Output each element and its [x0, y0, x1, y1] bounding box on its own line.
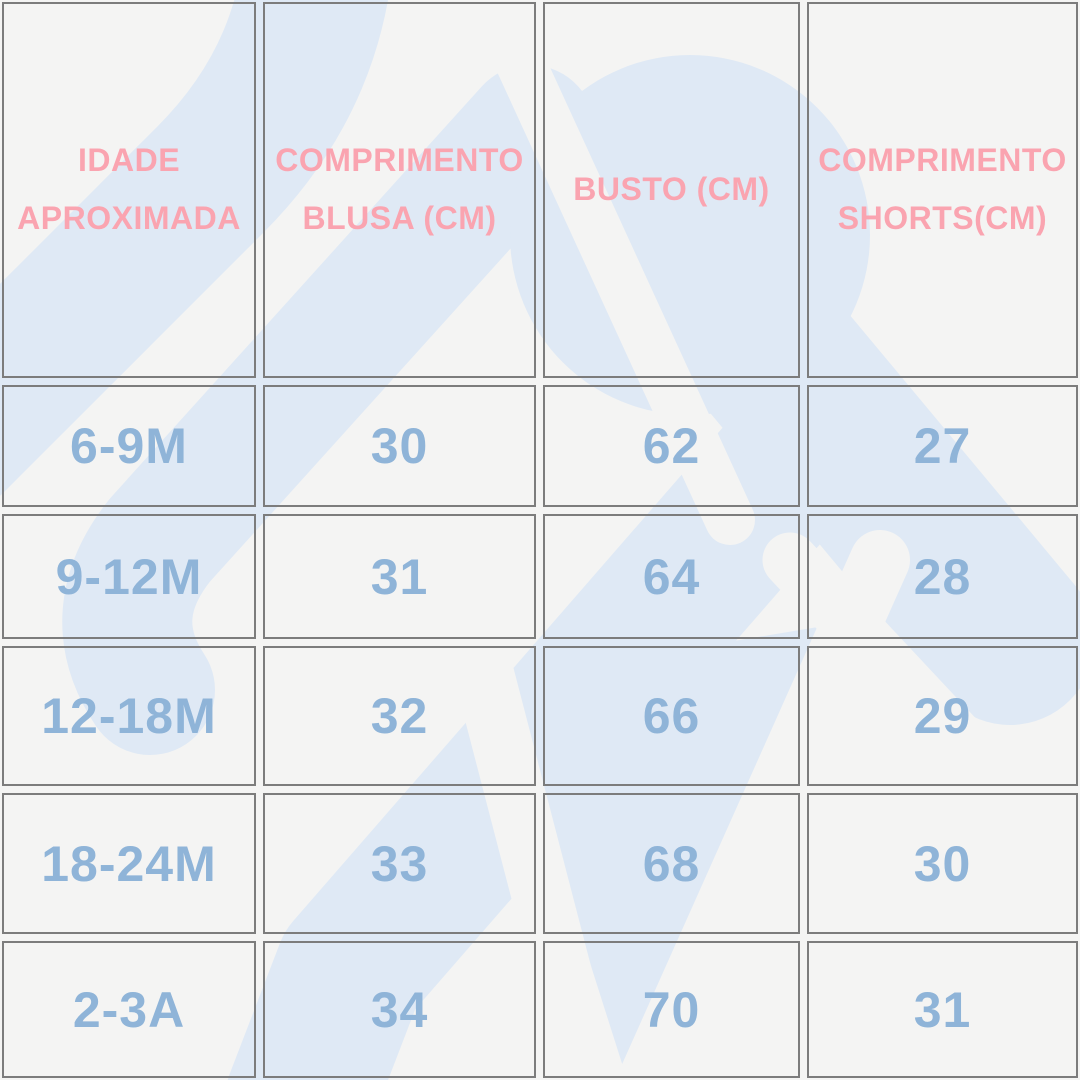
- cell-shorts-row4: 30: [807, 793, 1078, 934]
- cell-age-row1: 6-9M: [2, 385, 256, 507]
- cell-blusa-row1: 30: [263, 385, 536, 507]
- cell-busto-row1: 62: [543, 385, 800, 507]
- shorts-value: 27: [913, 418, 972, 474]
- shorts-value: 31: [913, 981, 972, 1038]
- age-value: 6-9M: [70, 418, 188, 474]
- header-line: COMPRIMENTO: [275, 142, 524, 179]
- age-value: 2-3A: [72, 981, 186, 1038]
- cell-age-row2: 9-12M: [2, 514, 256, 639]
- cell-shorts-row3: 29: [807, 646, 1078, 786]
- header-line: BLUSA (CM): [302, 200, 497, 236]
- age-value: 18-24M: [41, 835, 217, 892]
- cell-shorts-row5: 31: [807, 941, 1078, 1078]
- busto-value: 64: [642, 548, 701, 605]
- blusa-value: 34: [370, 981, 429, 1038]
- cell-shorts-row1: 27: [807, 385, 1078, 507]
- header-cell-comprimento-blusa: COMPRIMENTO BLUSA (CM): [263, 2, 536, 378]
- cell-busto-row5: 70: [543, 941, 800, 1078]
- cell-blusa-row4: 33: [263, 793, 536, 934]
- header-cell-comprimento-shorts: COMPRIMENTO SHORTS(CM): [807, 2, 1078, 378]
- cell-blusa-row3: 32: [263, 646, 536, 786]
- blusa-value: 32: [370, 688, 429, 744]
- cell-age-row5: 2-3A: [2, 941, 256, 1078]
- busto-value: 66: [642, 688, 701, 744]
- blusa-value: 30: [370, 418, 429, 474]
- cell-busto-row2: 64: [543, 514, 800, 639]
- blusa-value: 33: [370, 835, 429, 892]
- shorts-value: 29: [913, 688, 972, 744]
- cell-age-row3: 12-18M: [2, 646, 256, 786]
- cell-blusa-row2: 31: [263, 514, 536, 639]
- busto-value: 70: [642, 981, 701, 1038]
- header-line: BUSTO (CM): [573, 171, 770, 208]
- cell-age-row4: 18-24M: [2, 793, 256, 934]
- cell-blusa-row5: 34: [263, 941, 536, 1078]
- blusa-value: 31: [370, 548, 429, 605]
- header-cell-busto: BUSTO (CM): [543, 2, 800, 378]
- header-line: APROXIMADA: [17, 200, 241, 236]
- cell-busto-row4: 68: [543, 793, 800, 934]
- shorts-value: 28: [913, 548, 972, 605]
- header-line: COMPRIMENTO: [818, 142, 1067, 179]
- header-cell-idade-aproximada: IDADE APROXIMADA: [2, 2, 256, 378]
- age-value: 12-18M: [41, 688, 217, 744]
- header-line: IDADE: [77, 142, 181, 179]
- cell-shorts-row2: 28: [807, 514, 1078, 639]
- busto-value: 62: [642, 418, 701, 474]
- cell-busto-row3: 66: [543, 646, 800, 786]
- age-value: 9-12M: [55, 548, 203, 605]
- header-line: SHORTS(CM): [837, 200, 1048, 236]
- shorts-value: 30: [913, 835, 972, 892]
- busto-value: 68: [642, 835, 701, 892]
